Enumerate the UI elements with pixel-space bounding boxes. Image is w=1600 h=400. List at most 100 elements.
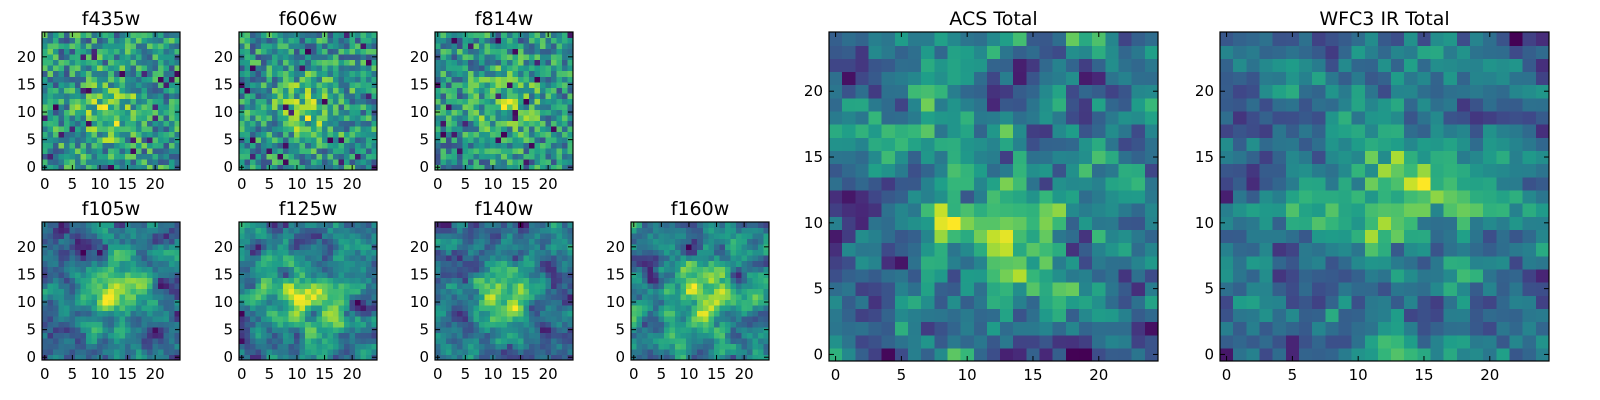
heatmap-cell bbox=[294, 343, 301, 350]
heatmap-cell bbox=[675, 304, 682, 311]
heatmap-cell bbox=[266, 238, 273, 245]
heatmap-cell bbox=[1131, 255, 1146, 270]
heatmap-cell bbox=[294, 125, 301, 132]
heatmap-cell bbox=[288, 81, 295, 88]
y-tick-label: 0 bbox=[26, 348, 36, 366]
heatmap-cell bbox=[305, 76, 312, 83]
heatmap-cell bbox=[299, 315, 306, 322]
heatmap-cell bbox=[484, 120, 491, 127]
heatmap-cell bbox=[907, 295, 922, 309]
heatmap-cell bbox=[119, 48, 126, 55]
heatmap-cell bbox=[64, 76, 71, 83]
heatmap-cell bbox=[713, 260, 720, 267]
heatmap-cell bbox=[1052, 334, 1067, 349]
heatmap-cell bbox=[272, 142, 279, 149]
heatmap-cell bbox=[501, 233, 508, 240]
heatmap-cell bbox=[174, 227, 181, 234]
heatmap-cell bbox=[457, 315, 464, 322]
heatmap-cell bbox=[294, 54, 301, 61]
heatmap-cell bbox=[490, 227, 497, 234]
heatmap-cell bbox=[343, 293, 350, 300]
heatmap-cell bbox=[534, 315, 541, 322]
heatmap-cell bbox=[343, 81, 350, 88]
heatmap-cell bbox=[446, 87, 453, 94]
heatmap-cell bbox=[462, 293, 469, 300]
heatmap-cell bbox=[310, 43, 317, 50]
heatmap-cell bbox=[91, 277, 98, 284]
heatmap-cell bbox=[113, 266, 120, 273]
heatmap-cell bbox=[523, 282, 530, 289]
heatmap-cell bbox=[266, 332, 273, 339]
heatmap-cell bbox=[316, 131, 323, 138]
heatmap-cell bbox=[468, 354, 475, 361]
heatmap-cell bbox=[658, 315, 665, 322]
heatmap-cell bbox=[316, 288, 323, 295]
heatmap-cell bbox=[473, 310, 480, 317]
heatmap-cell bbox=[64, 260, 71, 267]
heatmap-cell bbox=[664, 337, 671, 345]
heatmap-cell bbox=[473, 65, 480, 72]
heatmap-cell bbox=[523, 153, 530, 160]
heatmap-cell bbox=[141, 304, 148, 311]
heatmap-cell bbox=[69, 233, 76, 240]
heatmap-cell bbox=[354, 65, 362, 72]
heatmap-cell bbox=[163, 43, 170, 50]
heatmap-cell bbox=[349, 288, 356, 295]
heatmap-cell bbox=[299, 37, 306, 44]
heatmap-cell bbox=[310, 249, 317, 256]
heatmap-cell bbox=[47, 343, 54, 350]
heatmap-cell bbox=[91, 136, 98, 143]
heatmap-cell bbox=[680, 337, 687, 345]
heatmap-cell bbox=[255, 153, 262, 160]
heatmap-cell bbox=[435, 282, 442, 289]
heatmap-cell bbox=[299, 271, 306, 278]
heatmap-cell bbox=[327, 304, 334, 311]
heatmap-cell bbox=[708, 222, 715, 229]
heatmap-cell bbox=[283, 293, 290, 300]
heatmap-cell bbox=[288, 65, 295, 72]
heatmap-cell bbox=[124, 103, 131, 110]
heatmap-cell bbox=[947, 255, 962, 270]
heatmap-cell bbox=[53, 142, 60, 149]
heatmap-cell bbox=[316, 164, 323, 171]
heatmap-cell bbox=[1092, 203, 1106, 217]
heatmap-cell bbox=[316, 125, 323, 132]
heatmap-cell bbox=[332, 32, 339, 39]
heatmap-cell bbox=[272, 222, 279, 229]
heatmap-cell bbox=[42, 260, 49, 267]
heatmap-cell bbox=[343, 109, 350, 116]
heatmap-cell bbox=[702, 293, 709, 300]
heatmap-cell bbox=[1052, 203, 1067, 217]
heatmap-cell bbox=[343, 332, 350, 339]
heatmap-cell bbox=[642, 293, 649, 300]
heatmap-cell bbox=[69, 43, 76, 50]
heatmap-cell bbox=[829, 295, 843, 309]
heatmap-cell bbox=[102, 299, 109, 306]
heatmap-cell bbox=[468, 343, 475, 350]
heatmap-cell bbox=[947, 334, 962, 349]
heatmap-cell bbox=[468, 125, 475, 132]
heatmap-cell bbox=[1039, 282, 1054, 296]
heatmap-cell bbox=[80, 65, 87, 72]
heatmap-cell bbox=[327, 131, 334, 138]
heatmap-cell bbox=[1000, 242, 1014, 257]
heatmap-cell bbox=[299, 70, 306, 77]
heatmap-cell bbox=[495, 337, 502, 345]
heatmap-cell bbox=[446, 81, 453, 88]
heatmap-cell bbox=[135, 59, 142, 66]
heatmap-cell bbox=[506, 321, 513, 328]
heatmap-cell bbox=[321, 282, 328, 289]
heatmap-cell bbox=[124, 343, 131, 350]
heatmap-cell bbox=[102, 315, 109, 322]
heatmap-cell bbox=[124, 147, 131, 155]
heatmap-cell bbox=[250, 304, 257, 311]
heatmap-cell bbox=[506, 109, 513, 116]
heatmap-cell bbox=[371, 147, 378, 155]
heatmap-cell bbox=[316, 255, 323, 262]
heatmap-cell bbox=[1013, 334, 1027, 349]
heatmap-cell bbox=[288, 120, 295, 127]
heatmap-cell bbox=[102, 136, 109, 143]
heatmap-cell bbox=[102, 164, 109, 171]
heatmap-cell bbox=[545, 266, 552, 273]
